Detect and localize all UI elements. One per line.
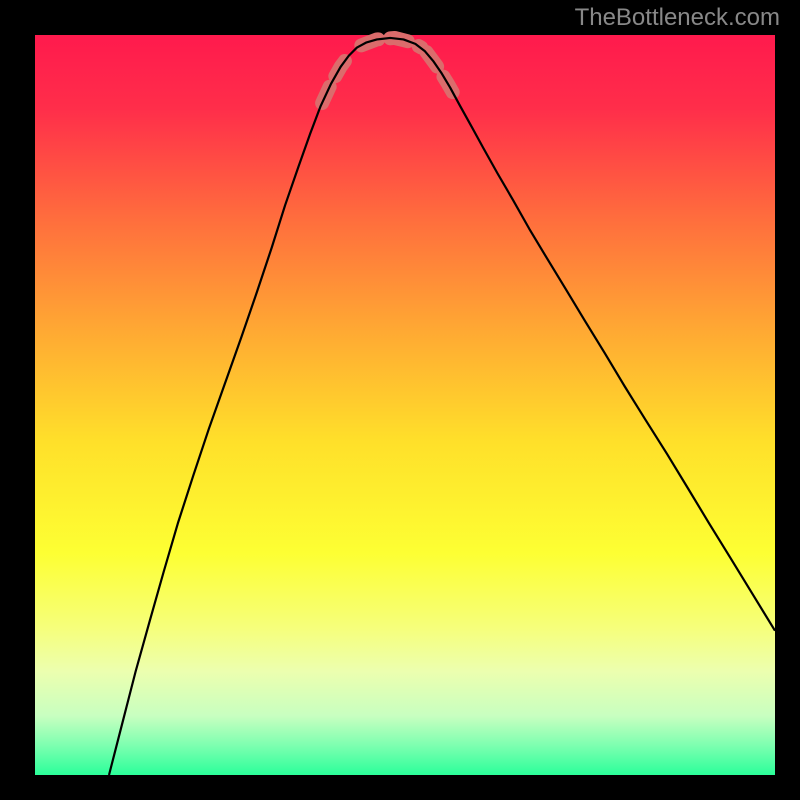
watermark-text: TheBottleneck.com [575,4,780,32]
bottleneck-chart [0,0,800,800]
chart-container: TheBottleneck.com [0,0,800,800]
